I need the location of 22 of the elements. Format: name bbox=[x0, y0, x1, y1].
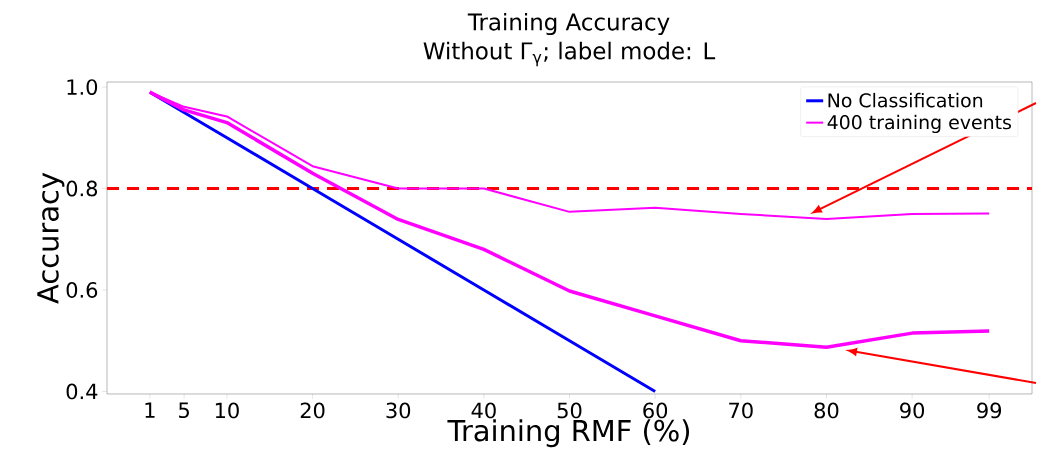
x-tick-label: 80 bbox=[814, 402, 839, 419]
x-axis-title: Training RMF (%) bbox=[447, 419, 690, 448]
y-axis-title: Accuracy bbox=[37, 172, 65, 304]
x-tick-label: 70 bbox=[729, 402, 753, 419]
x-tick-label: 30 bbox=[386, 402, 411, 419]
x-tick-label: 90 bbox=[900, 402, 925, 419]
x-tick-label: 40 bbox=[471, 402, 496, 419]
legend-label: 400 training events bbox=[827, 114, 1012, 134]
x-tick-label: 5 bbox=[179, 402, 189, 419]
y-tick-label: 0.8 bbox=[66, 180, 98, 197]
x-tick-label: 1 bbox=[145, 402, 155, 418]
x-tick-label: 99 bbox=[977, 402, 1002, 419]
y-tick-label: 0.4 bbox=[66, 383, 98, 400]
chart-subtitle: Without Γ$_{γ}$; label mode: L bbox=[423, 41, 716, 67]
x-tick-label: 50 bbox=[557, 402, 582, 419]
y-tick-label: 0.6 bbox=[66, 282, 98, 298]
x-tick-label: 10 bbox=[215, 402, 239, 419]
y-tick-label: 1.0 bbox=[67, 79, 98, 95]
legend-label: No Classification bbox=[828, 92, 983, 108]
x-tick-label: 60 bbox=[643, 402, 668, 419]
x-tick-label: 20 bbox=[300, 402, 325, 419]
chart-title: Training Accuracy bbox=[467, 12, 670, 36]
